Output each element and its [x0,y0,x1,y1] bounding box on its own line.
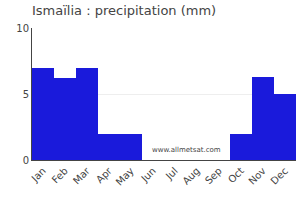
svg-text:0: 0 [23,155,29,166]
svg-text:www.allmetsat.com: www.allmetsat.com [152,146,221,154]
svg-text:May: May [114,165,136,187]
svg-text:Nov: Nov [246,165,268,187]
svg-text:5: 5 [23,89,29,100]
svg-text:Jan: Jan [29,165,48,184]
svg-text:Oct: Oct [226,165,246,185]
svg-text:Dec: Dec [268,165,289,186]
svg-text:Jun: Jun [138,165,158,185]
svg-text:Jul: Jul [163,165,180,182]
svg-text:Ismaïlia : precipitation (mm): Ismaïlia : precipitation (mm) [32,3,216,18]
svg-text:Aug: Aug [180,165,202,187]
svg-text:10: 10 [16,23,29,34]
svg-text:Sep: Sep [203,165,224,186]
svg-text:Apr: Apr [94,165,115,186]
svg-text:Mar: Mar [71,165,93,187]
svg-text:Feb: Feb [50,165,70,185]
